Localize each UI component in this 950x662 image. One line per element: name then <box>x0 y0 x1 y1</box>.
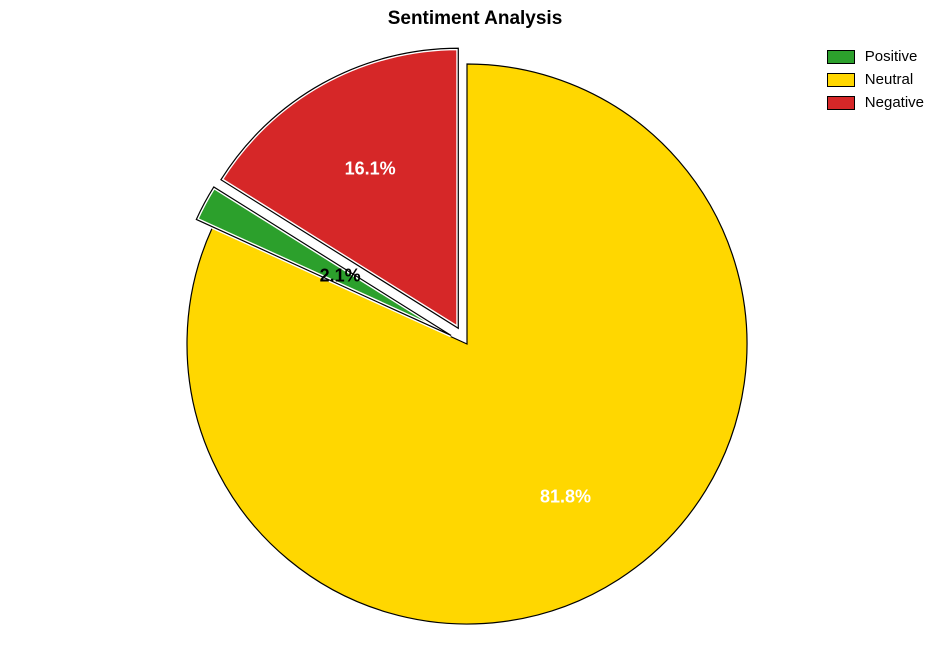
legend-label-negative: Negative <box>865 94 924 111</box>
pie-pct-positive: 2.1% <box>320 265 361 286</box>
pie-chart <box>0 0 950 662</box>
legend: Positive Neutral Negative <box>827 48 924 111</box>
legend-item-negative: Negative <box>827 94 924 111</box>
pie-pct-neutral: 81.8% <box>540 487 591 508</box>
legend-item-neutral: Neutral <box>827 71 924 88</box>
legend-label-positive: Positive <box>865 48 918 65</box>
legend-swatch-negative <box>827 96 855 110</box>
legend-label-neutral: Neutral <box>865 71 913 88</box>
pie-pct-negative: 16.1% <box>345 159 396 180</box>
legend-swatch-neutral <box>827 73 855 87</box>
legend-item-positive: Positive <box>827 48 924 65</box>
legend-swatch-positive <box>827 50 855 64</box>
